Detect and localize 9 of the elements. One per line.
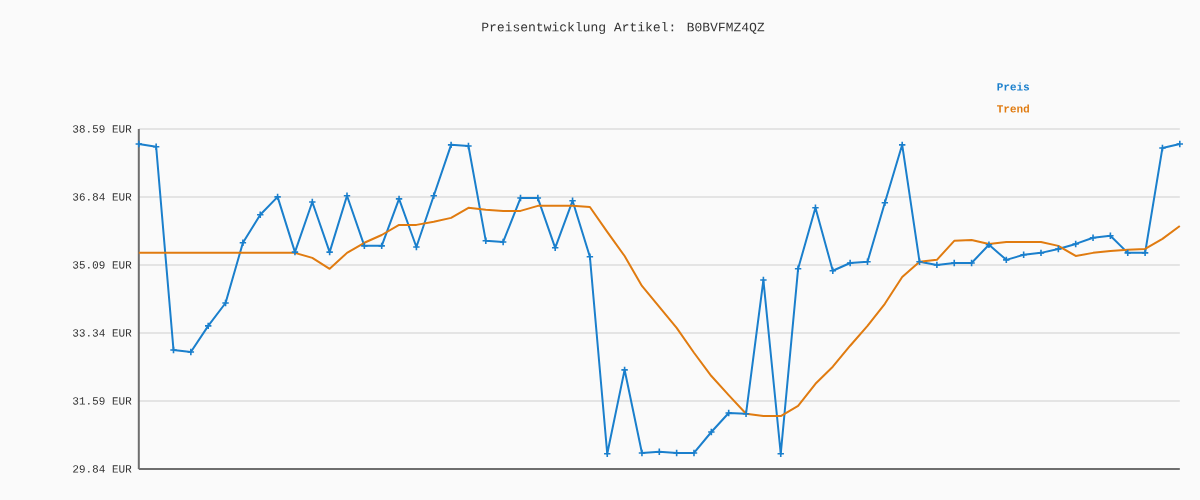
text: Trend	[997, 104, 1029, 113]
y-tick-label: 31.59 EUR	[73, 397, 132, 405]
y-tick-label: 35.09 EUR	[73, 261, 132, 269]
y-tick-label: 36.84 EUR	[73, 193, 132, 201]
y-tick-label: 33.34 EUR	[73, 329, 132, 337]
chart-title: Preisentwicklung Artikel: B0BVFMZ4QZ	[482, 21, 765, 35]
text: Preis	[997, 82, 1030, 91]
y-tick-label: 38.59 EUR	[73, 125, 132, 133]
y-tick-label: 29.84 EUR	[73, 465, 132, 473]
